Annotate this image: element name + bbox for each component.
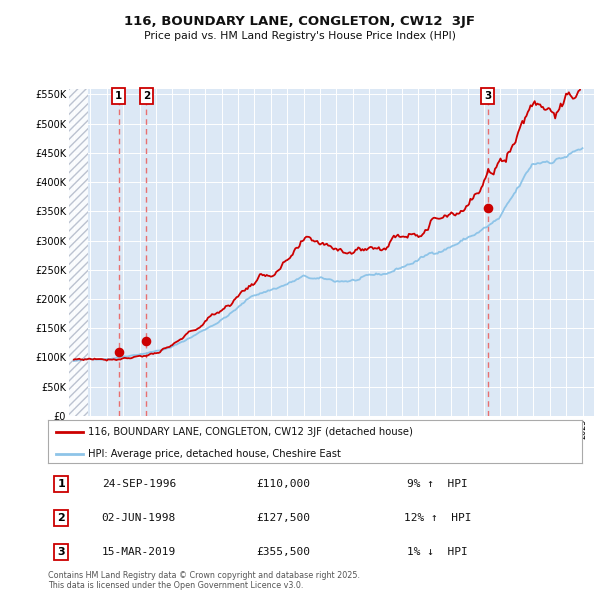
- Text: 2: 2: [58, 513, 65, 523]
- Text: 9% ↑  HPI: 9% ↑ HPI: [407, 479, 468, 489]
- Point: [142, 337, 151, 346]
- Text: 2: 2: [143, 91, 150, 101]
- Text: 116, BOUNDARY LANE, CONGLETON, CW12 3JF (detached house): 116, BOUNDARY LANE, CONGLETON, CW12 3JF …: [88, 427, 413, 437]
- Text: 3: 3: [58, 547, 65, 557]
- Text: Price paid vs. HM Land Registry's House Price Index (HPI): Price paid vs. HM Land Registry's House …: [144, 31, 456, 41]
- Text: 15-MAR-2019: 15-MAR-2019: [101, 547, 176, 557]
- Text: 1: 1: [58, 479, 65, 489]
- Text: 12% ↑  HPI: 12% ↑ HPI: [404, 513, 472, 523]
- Text: £110,000: £110,000: [256, 479, 310, 489]
- Text: 116, BOUNDARY LANE, CONGLETON, CW12  3JF: 116, BOUNDARY LANE, CONGLETON, CW12 3JF: [125, 15, 476, 28]
- Text: 3: 3: [484, 91, 491, 101]
- Text: 24-SEP-1996: 24-SEP-1996: [101, 479, 176, 489]
- Text: 1% ↓  HPI: 1% ↓ HPI: [407, 547, 468, 557]
- Text: 02-JUN-1998: 02-JUN-1998: [101, 513, 176, 523]
- Text: HPI: Average price, detached house, Cheshire East: HPI: Average price, detached house, Ches…: [88, 448, 341, 458]
- Point: [114, 347, 124, 356]
- Text: £127,500: £127,500: [256, 513, 310, 523]
- Point: [483, 204, 493, 213]
- Text: Contains HM Land Registry data © Crown copyright and database right 2025.
This d: Contains HM Land Registry data © Crown c…: [48, 571, 360, 590]
- Text: £355,500: £355,500: [256, 547, 310, 557]
- Bar: [69, 88, 88, 416]
- Text: 1: 1: [115, 91, 122, 101]
